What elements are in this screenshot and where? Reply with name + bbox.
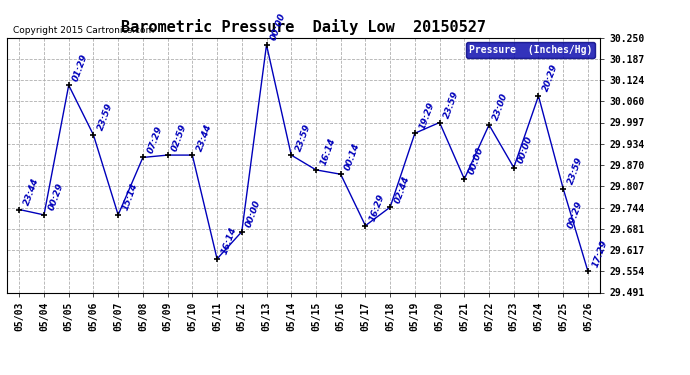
Text: 23:59: 23:59 [96, 102, 115, 132]
Text: 09:29: 09:29 [566, 200, 584, 230]
Text: 00:14: 00:14 [344, 141, 362, 171]
Text: 15:14: 15:14 [121, 182, 139, 212]
Text: 01:29: 01:29 [72, 53, 90, 82]
Text: 00:00: 00:00 [269, 12, 288, 42]
Text: 00:29: 00:29 [47, 182, 65, 212]
Text: 00:00: 00:00 [467, 146, 485, 176]
Text: 23:59: 23:59 [442, 90, 461, 120]
Text: 16:14: 16:14 [319, 137, 337, 167]
Text: 16:14: 16:14 [220, 226, 238, 256]
Title: Barometric Pressure  Daily Low  20150527: Barometric Pressure Daily Low 20150527 [121, 19, 486, 35]
Text: 07:29: 07:29 [146, 124, 164, 154]
Text: 20:29: 20:29 [541, 63, 560, 93]
Text: 23:44: 23:44 [195, 122, 213, 152]
Text: 23:44: 23:44 [22, 177, 40, 207]
Text: 16:29: 16:29 [368, 193, 386, 223]
Text: Copyright 2015 Cartronics.com: Copyright 2015 Cartronics.com [13, 26, 154, 35]
Text: 00:00: 00:00 [244, 199, 263, 229]
Text: 02:44: 02:44 [393, 174, 411, 204]
Text: 23:00: 23:00 [492, 92, 510, 122]
Text: 23:59: 23:59 [566, 156, 584, 186]
Text: 02:59: 02:59 [170, 122, 188, 152]
Text: 00:00: 00:00 [517, 135, 535, 165]
Text: 19:29: 19:29 [417, 100, 436, 130]
Text: 17:29: 17:29 [591, 238, 609, 268]
Legend: Pressure  (Inches/Hg): Pressure (Inches/Hg) [466, 42, 595, 58]
Text: 23:59: 23:59 [294, 122, 313, 152]
